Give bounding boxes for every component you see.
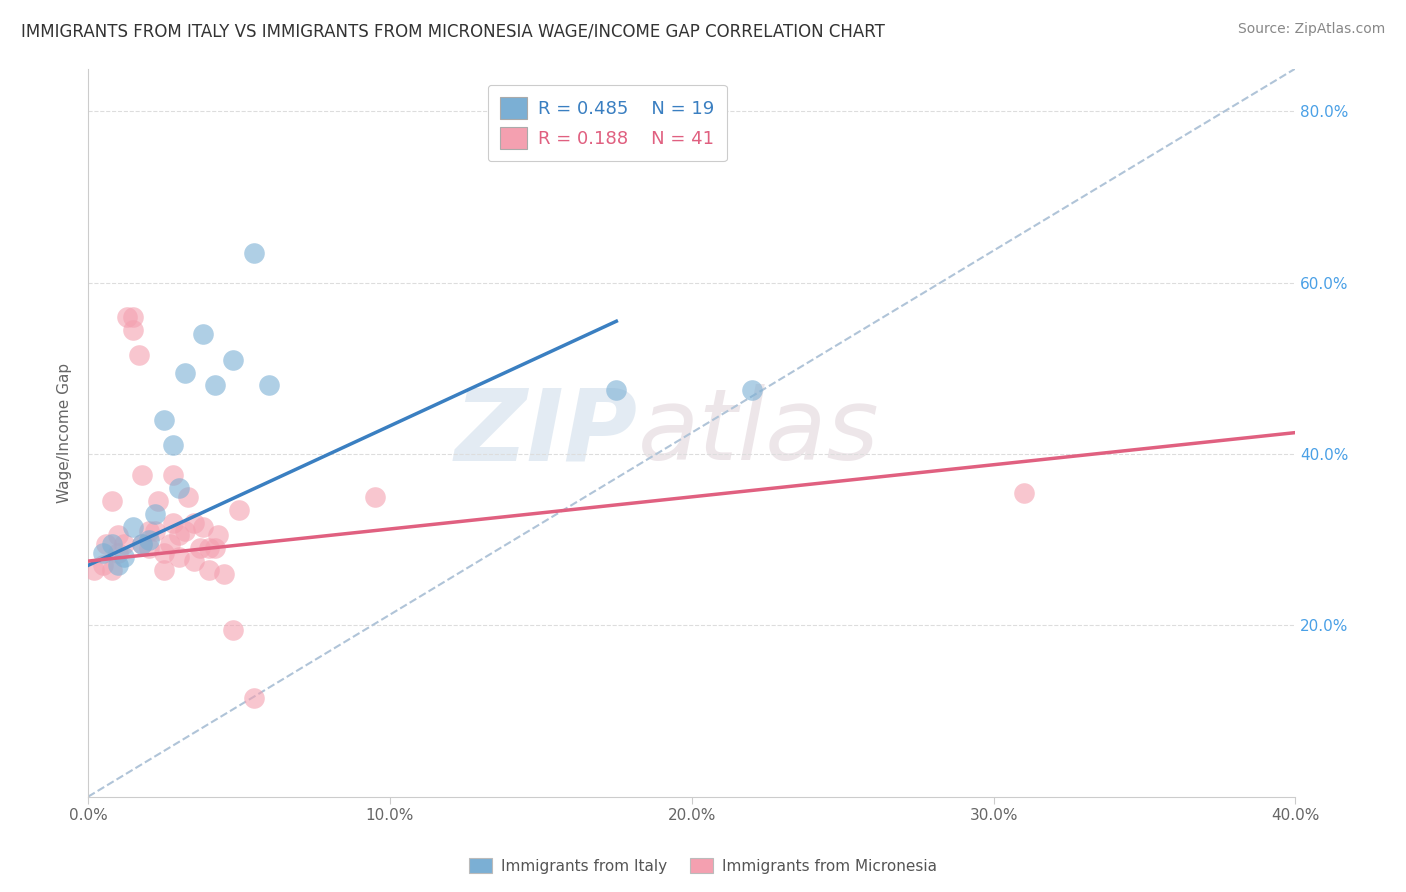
Point	[159, 537, 181, 551]
Point	[128, 349, 150, 363]
Point	[243, 245, 266, 260]
Point	[91, 545, 114, 559]
Point	[167, 528, 190, 542]
Point	[107, 528, 129, 542]
Text: atlas: atlas	[637, 384, 879, 481]
Point	[107, 558, 129, 573]
Text: IMMIGRANTS FROM ITALY VS IMMIGRANTS FROM MICRONESIA WAGE/INCOME GAP CORRELATION : IMMIGRANTS FROM ITALY VS IMMIGRANTS FROM…	[21, 22, 884, 40]
Point	[112, 537, 135, 551]
Point	[112, 549, 135, 564]
Point	[101, 494, 124, 508]
Point	[188, 541, 211, 556]
Point	[143, 507, 166, 521]
Legend: Immigrants from Italy, Immigrants from Micronesia: Immigrants from Italy, Immigrants from M…	[463, 852, 943, 880]
Point	[191, 520, 214, 534]
Point	[177, 490, 200, 504]
Point	[243, 691, 266, 706]
Point	[131, 537, 153, 551]
Point	[146, 494, 169, 508]
Point	[173, 524, 195, 538]
Point	[122, 323, 145, 337]
Point	[138, 533, 160, 547]
Text: Source: ZipAtlas.com: Source: ZipAtlas.com	[1237, 22, 1385, 37]
Point	[222, 623, 245, 637]
Point	[152, 545, 174, 559]
Point	[212, 566, 235, 581]
Point	[167, 549, 190, 564]
Point	[257, 378, 280, 392]
Point	[167, 481, 190, 495]
Point	[101, 537, 124, 551]
Point	[222, 352, 245, 367]
Point	[204, 541, 226, 556]
Point	[1012, 485, 1035, 500]
Point	[122, 310, 145, 324]
Point	[91, 558, 114, 573]
Point	[143, 524, 166, 538]
Point	[101, 563, 124, 577]
Point	[162, 438, 184, 452]
Point	[162, 516, 184, 530]
Point	[131, 468, 153, 483]
Point	[152, 413, 174, 427]
Point	[204, 378, 226, 392]
Point	[198, 563, 221, 577]
Point	[198, 541, 221, 556]
Point	[83, 563, 105, 577]
Point	[131, 537, 153, 551]
Point	[162, 468, 184, 483]
Text: ZIP: ZIP	[454, 384, 637, 481]
Point	[228, 502, 250, 516]
Point	[191, 327, 214, 342]
Y-axis label: Wage/Income Gap: Wage/Income Gap	[58, 362, 72, 503]
Point	[364, 490, 387, 504]
Point	[138, 524, 160, 538]
Point	[173, 366, 195, 380]
Point	[152, 563, 174, 577]
Point	[207, 528, 229, 542]
Point	[117, 310, 139, 324]
Point	[183, 554, 205, 568]
Point	[96, 537, 118, 551]
Point	[741, 383, 763, 397]
Point	[122, 520, 145, 534]
Point	[107, 545, 129, 559]
Point	[138, 541, 160, 556]
Legend: R = 0.485    N = 19, R = 0.188    N = 41: R = 0.485 N = 19, R = 0.188 N = 41	[488, 85, 727, 161]
Point	[605, 383, 627, 397]
Point	[183, 516, 205, 530]
